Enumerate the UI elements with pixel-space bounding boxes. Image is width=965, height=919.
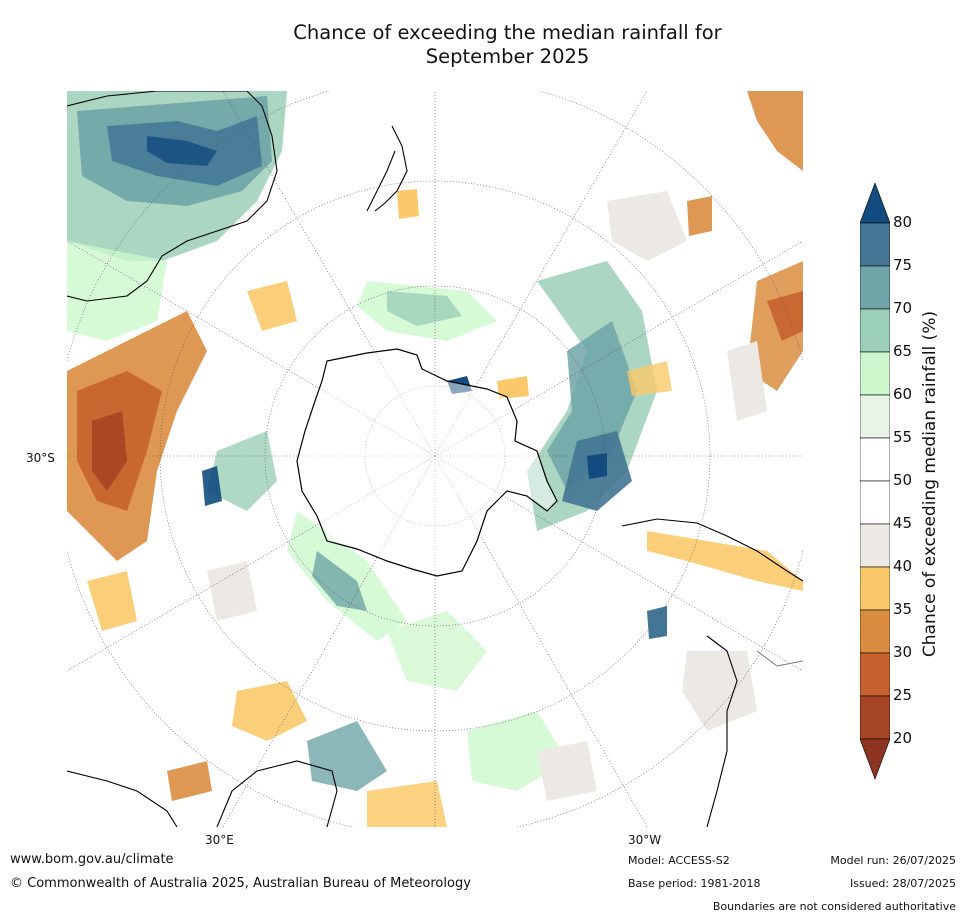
lat-label-30s: 30°S	[26, 451, 55, 465]
colorbar-tick-label: 60	[893, 385, 913, 403]
colorbar-band	[860, 394, 890, 439]
title-line-1: Chance of exceeding the median rainfall …	[293, 21, 722, 44]
lon-label-30e: 30°E	[205, 833, 234, 847]
colorbar-tick-label: 70	[893, 299, 913, 317]
colorbar-tick-label: 45	[893, 514, 913, 532]
dry-anomaly-regions	[67, 91, 803, 827]
colorbar-band	[860, 351, 890, 396]
colorbar-band	[860, 222, 890, 267]
antarctica-outline	[296, 348, 558, 577]
footer-issued: Issued: 28/07/2025	[849, 877, 956, 890]
colorbar-tick-label: 35	[893, 600, 913, 618]
colorbar-band	[860, 695, 890, 740]
colorbar-band	[860, 437, 890, 482]
footer-disclaimer: Boundaries are not considered authoritat…	[712, 900, 956, 913]
colorbar	[860, 183, 890, 780]
lon-label-30w: 30°W	[628, 833, 662, 847]
colorbar-tick-label: 55	[893, 428, 913, 446]
south-america-coastline	[621, 518, 803, 827]
colorbar-tick-label: 25	[893, 686, 913, 704]
colorbar-tick-label: 40	[893, 557, 913, 575]
colorbar-extend-low	[860, 738, 890, 780]
colorbar-band	[860, 652, 890, 697]
near-median-regions	[207, 191, 767, 801]
colorbar-tick-label: 20	[893, 729, 913, 747]
colorbar-band	[860, 265, 890, 310]
polar-map	[67, 91, 803, 827]
africa-coastline	[67, 760, 338, 827]
colorbar-band	[860, 308, 890, 353]
colorbar-band	[860, 566, 890, 611]
australia-coastline	[67, 91, 278, 302]
colorbar-extend-high	[860, 183, 890, 224]
colorbar-tick-label: 80	[893, 213, 913, 231]
new-zealand-coastline	[366, 125, 408, 212]
colorbar-band	[860, 523, 890, 568]
colorbar-band	[860, 609, 890, 654]
colorbar-tick-label: 30	[893, 643, 913, 661]
title-line-2: September 2025	[425, 45, 590, 68]
wet-anomaly-regions	[67, 91, 667, 791]
map-title: Chance of exceeding the median rainfall …	[0, 21, 965, 69]
colorbar-tick-label: 75	[893, 256, 913, 274]
footer-copyright: © Commonwealth of Australia 2025, Austra…	[10, 876, 471, 891]
footer-base-period: Base period: 1981-2018	[628, 877, 761, 890]
footer-model-run: Model run: 26/07/2025	[830, 854, 956, 867]
colorbar-tick-label: 65	[893, 342, 913, 360]
footer-model: Model: ACCESS-S2	[628, 854, 730, 867]
graticule	[67, 91, 803, 827]
colorbar-band	[860, 480, 890, 525]
footer-url[interactable]: www.bom.gov.au/climate	[10, 852, 174, 867]
colorbar-tick-label: 50	[893, 471, 913, 489]
colorbar-label: Chance of exceeding median rainfall (%)	[920, 310, 940, 658]
